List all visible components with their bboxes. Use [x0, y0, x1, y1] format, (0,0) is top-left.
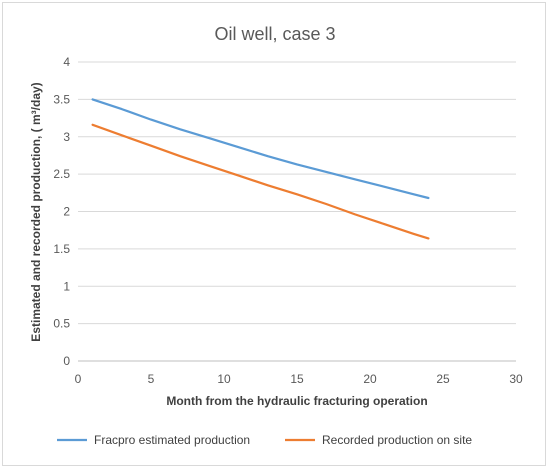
x-tick-label: 10 — [217, 372, 231, 386]
chart-title: Oil well, case 3 — [214, 24, 335, 44]
y-tick-label: 2.5 — [53, 167, 70, 181]
chart-frame — [2, 2, 546, 466]
y-tick-label: 1.5 — [53, 242, 70, 256]
y-tick-label: 0.5 — [53, 317, 70, 331]
x-tick-label: 20 — [363, 372, 377, 386]
y-tick-labels: 0 0.5 1 1.5 2 2.5 3 3.5 4 — [53, 55, 70, 368]
y-tick-label: 4 — [63, 55, 70, 69]
x-tick-label: 15 — [290, 372, 304, 386]
y-tick-label: 3 — [63, 130, 70, 144]
gridlines — [78, 61, 516, 362]
x-tick-label: 5 — [148, 372, 155, 386]
y-tick-label: 1 — [63, 279, 70, 293]
y-tick-label: 3.5 — [53, 92, 70, 106]
series-line-2 — [91, 123, 430, 240]
x-axis-label: Month from the hydraulic fracturing oper… — [166, 394, 427, 408]
series-line-1 — [91, 98, 430, 200]
x-tick-label: 25 — [436, 372, 450, 386]
x-tick-label: 30 — [509, 372, 523, 386]
series-lines — [91, 98, 430, 240]
x-tick-labels: 0 5 10 15 20 25 30 — [75, 372, 523, 386]
legend-label: Recorded production on site — [322, 433, 472, 447]
y-tick-label: 0 — [63, 354, 70, 368]
legend-label: Fracpro estimated production — [94, 433, 250, 447]
legend: Fracpro estimated production Recorded pro… — [57, 433, 472, 447]
y-axis-label: Estimated and recorded production, ( m³/… — [29, 82, 43, 341]
y-tick-label: 2 — [63, 205, 70, 219]
x-tick-label: 0 — [75, 372, 82, 386]
